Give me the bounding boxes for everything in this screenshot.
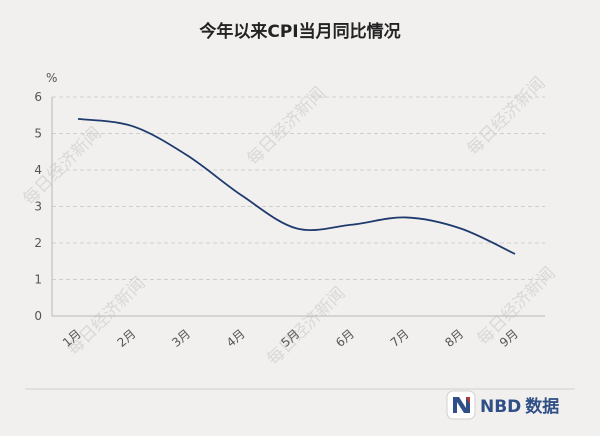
x-tick-label: 6月 [333,327,357,350]
nbd-logo-text: NBD 数据 [480,396,559,417]
series-group [77,118,516,255]
x-tick-label: 2月 [115,327,139,350]
y-tick-label: 1 [34,273,42,287]
nbd-n-icon [453,397,470,413]
y-axis-unit: % [46,71,57,85]
x-tick-labels: 1月 2月 3月 4月 5月 6月 7月 8月 9月 [60,327,521,350]
x-tick-label: 7月 [388,327,412,350]
y-tick-label: 5 [34,127,42,141]
y-tick-label: 6 [34,90,42,104]
y-tick-label: 4 [34,163,42,177]
y-tick-label: 3 [34,200,42,214]
nbd-logo: NBD 数据 [446,390,559,420]
watermark-text: 每日经济新闻 [263,283,349,369]
watermark-text: 每日经济新闻 [19,123,105,209]
watermark-text: 每日经济新闻 [243,83,329,169]
chart-title: 今年以来CPI当月同比情况 [199,21,400,42]
x-tick-label: 8月 [442,327,466,350]
gridlines [51,96,545,317]
watermark-text: 每日经济新闻 [463,73,549,159]
y-tick-label: 0 [34,309,42,323]
nbd-accent-icon [466,397,470,404]
series-line [77,118,516,255]
x-tick-label: 4月 [224,327,248,350]
y-tick-label: 2 [34,236,42,250]
y-tick-labels: 0 1 2 3 4 5 6 [34,90,42,323]
x-tick-label: 3月 [169,327,193,350]
